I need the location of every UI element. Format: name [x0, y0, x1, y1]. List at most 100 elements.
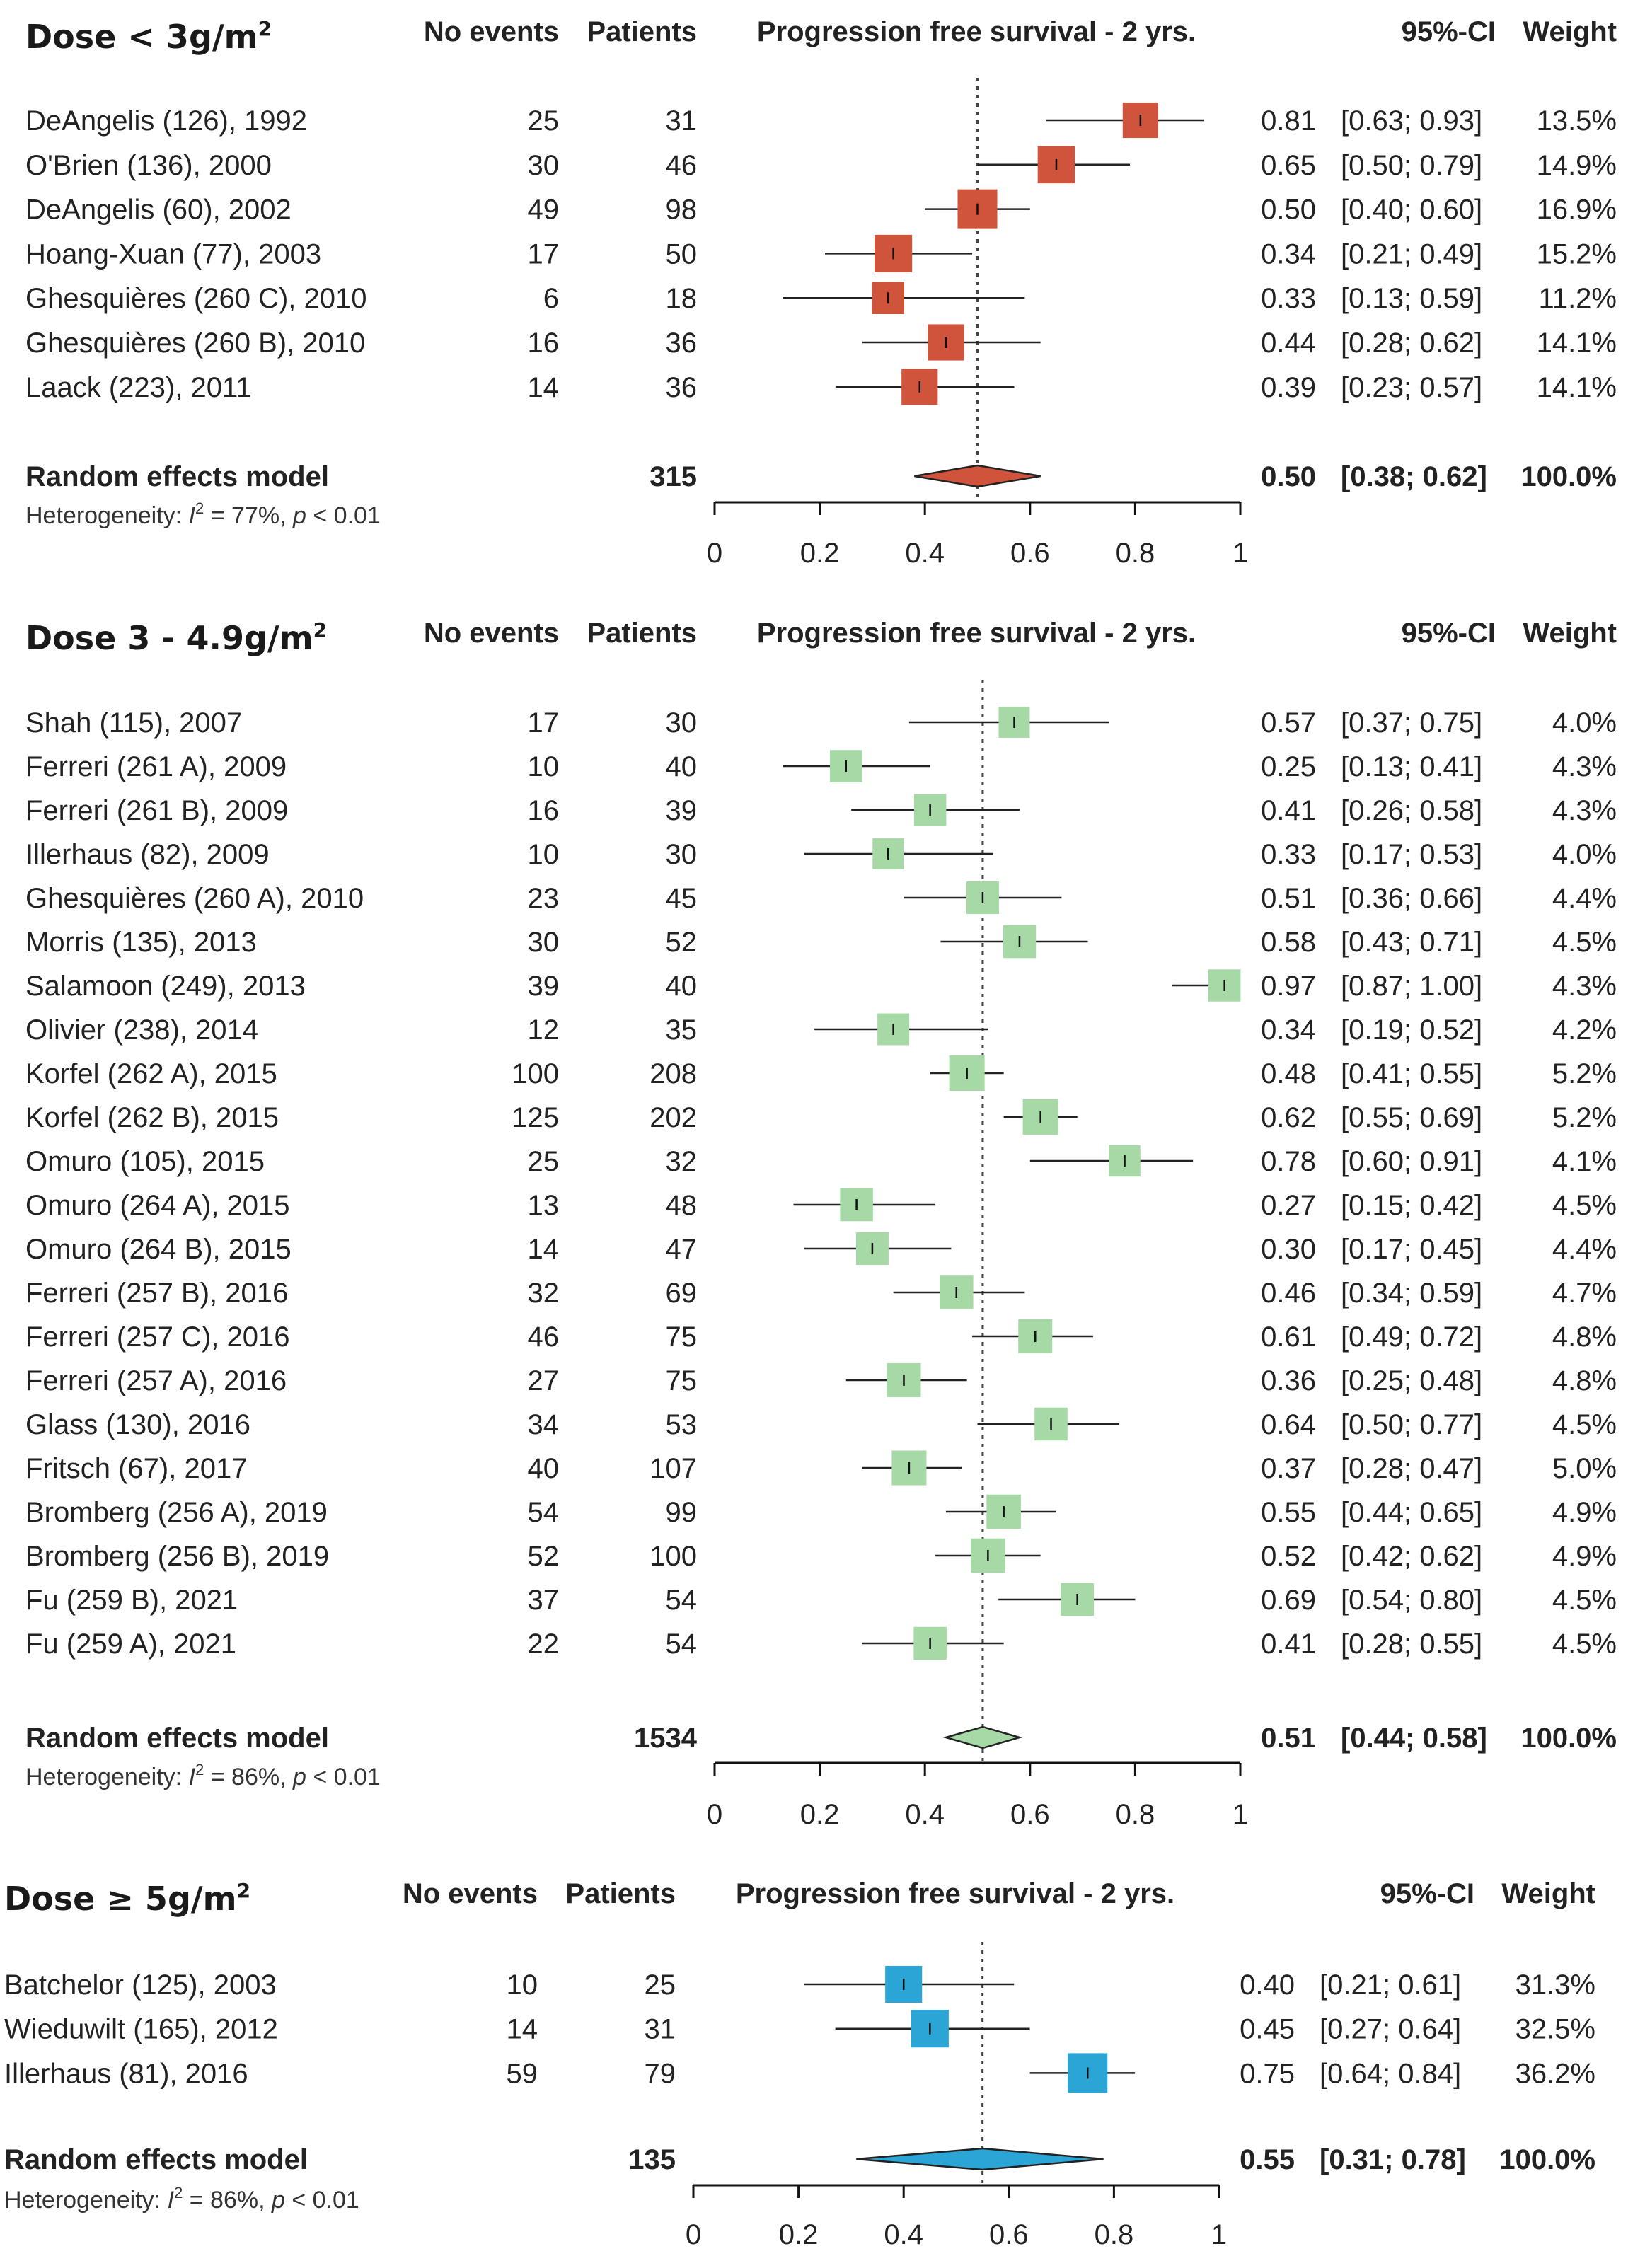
study-patients: 208 [650, 1058, 697, 1089]
study-label: Illerhaus (82), 2009 [25, 839, 270, 870]
study-events: 49 [528, 195, 560, 226]
study-ci-label: [0.28; 0.62] [1341, 328, 1482, 359]
study-row: Ferreri (261 A), 2009 10 40 0.25 [0.13; 0.41… [25, 750, 1617, 782]
study-estimate-label: 0.34 [1261, 1014, 1316, 1046]
study-weight-label: 4.5% [1552, 927, 1617, 958]
study-row: Ghesquières (260 A), 2010 23 45 0.51 [0.36; … [25, 881, 1617, 914]
x-axis-tick-label: 0 [707, 1799, 722, 1830]
study-label: Fu (259 B), 2021 [25, 1585, 238, 1616]
study-label: Glass (130), 2016 [25, 1409, 250, 1440]
study-ci-label: [0.37; 0.75] [1341, 707, 1482, 739]
study-weight-label: 13.5% [1537, 105, 1617, 137]
study-weight-label: 4.0% [1552, 707, 1617, 739]
panel-title-superscript: 2 [313, 618, 327, 642]
study-events: 16 [528, 795, 560, 826]
pooled-ci-label: [0.31; 0.78] [1320, 2144, 1466, 2175]
study-label: Illerhaus (81), 2016 [4, 2058, 248, 2089]
panel-title: Dose ≥ 5g/m2 [4, 1879, 250, 1918]
study-patients: 98 [666, 195, 698, 226]
heterogeneity-prefix: Heterogeneity: [4, 2187, 168, 2214]
study-patients: 100 [650, 1541, 697, 1572]
study-row: Shah (115), 2007 17 30 0.57 [0.37; 0.75] 4.0% [25, 707, 1617, 739]
header-ci: 95%-CI [1402, 618, 1496, 649]
header-events: No events [424, 16, 559, 47]
study-events: 59 [507, 2058, 538, 2089]
study-patients: 31 [645, 2014, 676, 2045]
study-row: Korfel (262 B), 2015 125 202 0.62 [0.55; 0.6… [25, 1099, 1617, 1135]
header-patients: Patients [565, 1878, 676, 1909]
study-row: Hoang-Xuan (77), 2003 17 50 0.34 [0.21; 0.49… [25, 234, 1617, 272]
study-patients: 46 [666, 150, 698, 181]
study-events: 22 [528, 1628, 560, 1660]
x-axis-tick-label: 0.6 [1010, 1799, 1050, 1830]
heterogeneity-i2-superscript: 2 [174, 2184, 183, 2202]
study-row: DeAngelis (60), 2002 49 98 0.50 [0.40; 0.60]… [25, 189, 1617, 229]
study-estimate-label: 0.55 [1261, 1497, 1316, 1528]
study-events: 25 [528, 105, 560, 137]
pooled-row: Random effects model 135 0.55 [0.31; 0.78] 1… [4, 2144, 1595, 2175]
study-weight-label: 4.3% [1552, 971, 1617, 1002]
x-axis-tick-label: 0.8 [1116, 538, 1155, 569]
study-estimate-label: 0.48 [1261, 1058, 1316, 1089]
study-events: 23 [528, 883, 560, 914]
study-estimate-label: 0.65 [1261, 150, 1316, 181]
study-row: Korfel (262 A), 2015 100 208 0.48 [0.41; 0.5… [25, 1055, 1617, 1091]
study-label: DeAngelis (60), 2002 [25, 195, 292, 226]
study-weight-label: 4.0% [1552, 839, 1617, 870]
study-weight-label: 4.5% [1552, 1409, 1617, 1440]
study-weight-label: 4.3% [1552, 751, 1617, 782]
study-estimate-label: 0.62 [1261, 1102, 1316, 1133]
study-ci-label: [0.13; 0.59] [1341, 283, 1482, 314]
x-axis-tick-label: 0.8 [1116, 1799, 1155, 1830]
pooled-diamond [942, 1725, 1023, 1749]
study-weight-label: 5.2% [1552, 1102, 1617, 1133]
study-weight-label: 14.1% [1537, 372, 1617, 403]
study-weight-label: 4.9% [1552, 1541, 1617, 1572]
x-axis-tick-label: 0.4 [905, 1799, 945, 1830]
study-patients: 45 [666, 883, 698, 914]
study-ci-label: [0.27; 0.64] [1320, 2014, 1461, 2045]
panel-title-superscript: 2 [258, 17, 272, 40]
study-events: 27 [528, 1365, 560, 1396]
study-patients: 107 [650, 1453, 697, 1484]
header-patients: Patients [587, 16, 697, 47]
study-row: Glass (130), 2016 34 53 0.64 [0.50; 0.77] 4.5… [25, 1407, 1617, 1441]
pooled-diamond [914, 464, 1041, 488]
heterogeneity-p-value: < 0.01 [306, 1764, 381, 1790]
study-patients: 36 [666, 372, 698, 403]
panel-title: Dose 3 - 4.9g/m2 [25, 618, 327, 657]
pooled-row: Random effects model 315 0.50 [0.38; 0.62] 1… [25, 461, 1617, 492]
study-estimate-label: 0.33 [1261, 283, 1316, 314]
study-ci-label: [0.54; 0.80] [1341, 1585, 1482, 1616]
study-estimate-label: 0.97 [1261, 971, 1316, 1002]
study-label: Fritsch (67), 2017 [25, 1453, 247, 1484]
study-patients: 40 [666, 751, 698, 782]
study-estimate-label: 0.58 [1261, 927, 1316, 958]
study-estimate-label: 0.69 [1261, 1585, 1316, 1616]
study-weight-label: 4.2% [1552, 1014, 1617, 1046]
study-patients: 53 [666, 1409, 698, 1440]
header-weight: Weight [1523, 16, 1617, 47]
study-events: 14 [528, 1234, 560, 1265]
study-row: Illerhaus (81), 2016 59 79 0.75 [0.64; 0.84]… [4, 2053, 1595, 2093]
x-axis-tick-label: 0.4 [905, 538, 945, 569]
study-estimate-label: 0.52 [1261, 1541, 1316, 1572]
study-events: 10 [507, 1969, 538, 2001]
pooled-patients: 315 [650, 461, 697, 492]
study-ci-label: [0.63; 0.93] [1341, 105, 1482, 137]
x-axis-tick-label: 1 [1233, 538, 1248, 569]
pooled-patients: 135 [628, 2144, 676, 2175]
study-row: Illerhaus (82), 2009 10 30 0.33 [0.17; 0.53]… [25, 838, 1617, 870]
pooled-weight-label: 100.0% [1520, 1723, 1617, 1754]
heterogeneity-text: Heterogeneity: I2 = 86%, p < 0.01 [25, 1761, 381, 1790]
study-label: O'Brien (136), 2000 [25, 150, 272, 181]
study-label: Laack (223), 2011 [25, 372, 251, 403]
study-estimate-label: 0.75 [1240, 2058, 1295, 2089]
study-row: Laack (223), 2011 14 36 0.39 [0.23; 0.57] 14.… [25, 369, 1617, 405]
study-row: Omuro (264 B), 2015 14 47 0.30 [0.17; 0.45] 4… [25, 1232, 1617, 1265]
x-axis-tick-label: 0.6 [989, 2219, 1029, 2250]
header-ci: 95%-CI [1402, 16, 1496, 47]
study-events: 16 [528, 328, 560, 359]
study-ci-label: [0.50; 0.77] [1341, 1409, 1482, 1440]
study-ci-label: [0.44; 0.65] [1341, 1497, 1482, 1528]
